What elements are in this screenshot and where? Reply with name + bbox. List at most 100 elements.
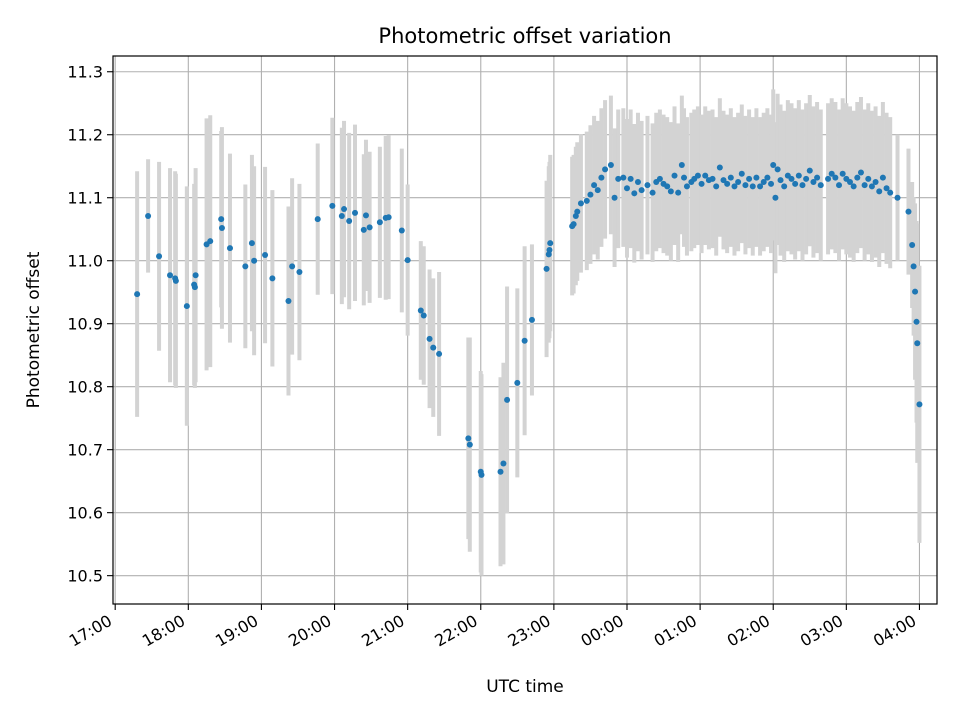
data-point	[720, 177, 727, 184]
y-tick-label: 11.2	[67, 126, 103, 145]
data-point	[753, 174, 760, 181]
data-point	[649, 189, 656, 196]
data-point	[772, 194, 779, 201]
data-point	[430, 344, 437, 351]
data-point	[638, 187, 645, 194]
data-point	[905, 208, 912, 215]
data-point	[749, 183, 756, 190]
data-point	[436, 350, 443, 357]
data-point	[620, 174, 627, 181]
data-point	[872, 178, 879, 185]
data-point	[285, 298, 292, 305]
data-point	[724, 180, 731, 187]
data-point	[134, 291, 141, 298]
y-tick-label: 10.5	[67, 567, 103, 586]
data-point	[251, 257, 258, 264]
data-point	[289, 263, 296, 270]
data-point	[912, 288, 919, 295]
data-point	[543, 265, 550, 272]
data-point	[828, 170, 835, 177]
data-point	[814, 174, 821, 181]
data-point	[352, 209, 359, 216]
data-point	[156, 253, 163, 260]
data-point	[607, 161, 614, 168]
data-point	[781, 183, 788, 190]
data-point	[329, 202, 336, 209]
y-axis-label: Photometric offset	[24, 251, 44, 408]
data-point	[731, 183, 738, 190]
x-axis-label: UTC time	[486, 677, 564, 697]
data-point	[145, 212, 152, 219]
data-point	[810, 178, 817, 185]
data-point	[521, 337, 528, 344]
data-point	[894, 194, 901, 201]
data-point	[594, 187, 601, 194]
data-point	[774, 166, 781, 173]
data-point	[678, 161, 685, 168]
data-point	[314, 216, 321, 223]
data-point	[857, 169, 864, 176]
data-point	[681, 174, 688, 181]
data-point	[846, 178, 853, 185]
data-point	[738, 170, 745, 177]
data-point	[591, 182, 598, 189]
data-point	[426, 335, 433, 342]
data-point	[742, 182, 749, 189]
data-point	[362, 212, 369, 219]
data-point	[799, 182, 806, 189]
data-point	[764, 174, 771, 181]
data-point	[664, 183, 671, 190]
data-point	[546, 247, 553, 254]
data-point	[192, 272, 199, 279]
data-point	[191, 284, 198, 291]
data-point	[398, 227, 405, 234]
data-point	[577, 200, 584, 207]
data-point	[817, 182, 824, 189]
data-point	[671, 172, 678, 179]
data-point	[269, 275, 276, 282]
data-point	[341, 206, 348, 213]
data-point	[675, 189, 682, 196]
data-point	[528, 316, 535, 323]
data-point	[746, 175, 753, 182]
data-point	[404, 257, 411, 264]
data-point	[623, 185, 630, 192]
plot-frame	[112, 55, 938, 605]
data-point	[656, 175, 663, 182]
data-point	[500, 460, 507, 467]
data-point	[570, 221, 577, 228]
data-point	[709, 175, 716, 182]
data-point	[385, 214, 392, 221]
data-point	[376, 219, 383, 226]
data-point	[909, 241, 916, 248]
data-point	[296, 269, 303, 276]
data-point	[598, 174, 605, 181]
y-tick-label: 11.1	[67, 189, 103, 208]
data-point	[667, 188, 674, 195]
data-point	[587, 191, 594, 198]
y-tick-label: 10.8	[67, 378, 103, 397]
data-point	[913, 318, 920, 325]
data-point	[547, 240, 554, 247]
data-point	[832, 174, 839, 181]
data-point	[702, 172, 709, 179]
data-point	[262, 252, 269, 259]
data-point	[574, 208, 581, 215]
data-point	[504, 396, 511, 403]
data-point	[865, 175, 872, 182]
data-point	[478, 471, 485, 478]
data-point	[770, 161, 777, 168]
data-points	[134, 161, 923, 478]
data-point	[713, 183, 720, 190]
data-point	[803, 175, 810, 182]
data-point	[868, 183, 875, 190]
data-point	[861, 182, 868, 189]
data-point	[916, 401, 923, 408]
data-point	[242, 263, 249, 270]
data-point	[788, 175, 795, 182]
data-point	[207, 238, 214, 245]
data-point	[417, 307, 424, 314]
data-point	[627, 175, 634, 182]
data-point	[346, 218, 353, 225]
